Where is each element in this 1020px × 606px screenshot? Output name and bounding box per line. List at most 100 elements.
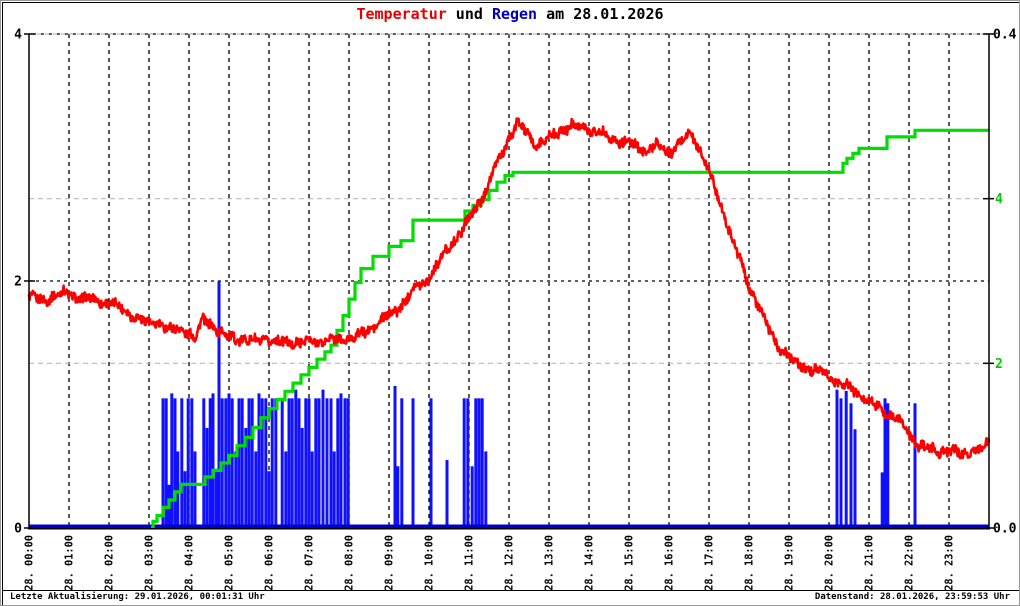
rain-bar bbox=[332, 451, 336, 528]
rain-bar bbox=[237, 398, 241, 528]
temperature-path bbox=[27, 117, 991, 460]
rain-bar bbox=[336, 398, 340, 528]
hour-label: 28. 14:00 bbox=[584, 535, 596, 591]
hour-label: 28. 18:00 bbox=[744, 535, 756, 591]
rain-bar bbox=[470, 466, 474, 528]
hour-label: 28. 20:00 bbox=[824, 535, 836, 591]
rain-bar bbox=[411, 398, 415, 528]
hour-label: 28. 17:00 bbox=[704, 535, 716, 591]
right-axis-rate-label: 0.4 bbox=[993, 28, 1017, 43]
hour-label: 28. 08:00 bbox=[344, 535, 356, 591]
rain-bar bbox=[853, 429, 857, 528]
hour-label: 28. 06:00 bbox=[264, 535, 276, 591]
rain-bar bbox=[264, 398, 268, 528]
rain-bar bbox=[400, 398, 404, 528]
rain-bar bbox=[190, 398, 194, 528]
rain-bar bbox=[883, 398, 887, 528]
rain-bar bbox=[325, 398, 329, 528]
left-axis-label: 2 bbox=[14, 275, 22, 290]
rain-bar bbox=[835, 389, 839, 528]
hour-label: 28. 03:00 bbox=[144, 535, 156, 591]
rain-bar bbox=[250, 398, 254, 528]
rain-bar bbox=[161, 398, 165, 528]
hour-label: 28. 23:00 bbox=[944, 535, 956, 591]
title-regen-word: Regen bbox=[491, 5, 538, 23]
hour-label: 28. 10:00 bbox=[424, 535, 436, 591]
rain-bar bbox=[290, 398, 294, 528]
rain-bar bbox=[849, 403, 853, 528]
rain-bar bbox=[173, 398, 177, 528]
gridlines bbox=[29, 33, 989, 528]
rain-bar bbox=[300, 427, 304, 528]
hour-label: 28. 19:00 bbox=[784, 535, 796, 591]
rain-bar bbox=[317, 398, 321, 528]
rain-bar bbox=[310, 451, 314, 528]
rain-bar bbox=[466, 398, 470, 528]
x-axis-labels: 28. 00:00 28. 01:00 28. 02:00 28. 03:00 28. … bbox=[24, 535, 956, 591]
right-axis-sum-label: 2 bbox=[995, 357, 1003, 372]
hour-label: 28. 22:00 bbox=[904, 535, 916, 591]
left-axis-label: 4 bbox=[14, 28, 22, 43]
axis-labels: 4 2 0 0.4 0.0 4 2 bbox=[14, 28, 1016, 537]
rain-sum-path bbox=[151, 128, 989, 530]
rain-bar bbox=[480, 398, 484, 528]
rain-bar bbox=[839, 398, 843, 528]
chart-title: Temperatur und Regen am 28.01.2026 bbox=[1, 5, 1019, 23]
rain-bar bbox=[886, 403, 890, 528]
rain-bar bbox=[274, 398, 278, 528]
rain-bar bbox=[393, 385, 397, 528]
right-axis-sum-label: 4 bbox=[995, 192, 1003, 207]
rain-bar bbox=[880, 472, 884, 528]
rain-bar bbox=[176, 451, 180, 528]
data-status-text: Datenstand: 28.01.2026, 23:59:53 Uhr bbox=[814, 592, 1010, 602]
hour-label: 28. 13:00 bbox=[544, 535, 556, 591]
title-date: am 28.01.2026 bbox=[537, 5, 664, 23]
hour-label: 28. 21:00 bbox=[864, 535, 876, 591]
rain-bar bbox=[477, 398, 481, 528]
rain-bar bbox=[844, 390, 848, 528]
temperature-line bbox=[27, 117, 991, 460]
rain-bar bbox=[462, 398, 466, 528]
rain-bar bbox=[304, 398, 308, 528]
hour-label: 28. 05:00 bbox=[224, 535, 236, 591]
rain-bar bbox=[343, 398, 347, 528]
rain-bar bbox=[267, 471, 271, 528]
rain-bar bbox=[396, 466, 400, 528]
rain-bar bbox=[346, 398, 350, 528]
hour-label: 28. 01:00 bbox=[64, 535, 76, 591]
right-axis-rate-label: 0.0 bbox=[993, 522, 1017, 537]
rain-bar bbox=[339, 393, 343, 528]
hour-label: 28. 00:00 bbox=[24, 535, 36, 591]
hour-label: 28. 15:00 bbox=[624, 535, 636, 591]
rain-bar bbox=[230, 398, 234, 528]
rain-bar bbox=[445, 460, 449, 528]
rain-bar bbox=[260, 398, 264, 528]
rain-bar bbox=[280, 398, 284, 528]
rain-bar bbox=[183, 471, 187, 528]
rain-bar bbox=[429, 398, 433, 528]
rain-bar bbox=[214, 468, 218, 528]
rain-bar bbox=[270, 398, 274, 528]
rain-bar bbox=[180, 398, 184, 528]
rain-bar bbox=[287, 398, 291, 528]
rain-baseline bbox=[29, 524, 989, 529]
hour-label: 28. 09:00 bbox=[384, 535, 396, 591]
rain-bar bbox=[913, 403, 917, 528]
rain-bar bbox=[193, 451, 197, 528]
last-update-text: Letzte Aktualisierung: 29.01.2026, 00:01… bbox=[10, 592, 265, 602]
rain-bar bbox=[297, 398, 301, 528]
rain-bar bbox=[202, 398, 206, 528]
rain-bar bbox=[247, 398, 251, 528]
hour-label: 28. 02:00 bbox=[104, 535, 116, 591]
rain-bar bbox=[314, 398, 318, 528]
rain-bar bbox=[254, 451, 258, 528]
title-temperature-word: Temperatur bbox=[356, 5, 447, 23]
rain-bar bbox=[244, 427, 248, 528]
rain-bar bbox=[217, 281, 221, 528]
axes bbox=[24, 33, 994, 530]
rain-bar bbox=[284, 451, 288, 528]
rain-bar bbox=[164, 398, 168, 528]
title-und-word: und bbox=[446, 5, 492, 23]
rain-bar bbox=[211, 393, 215, 528]
